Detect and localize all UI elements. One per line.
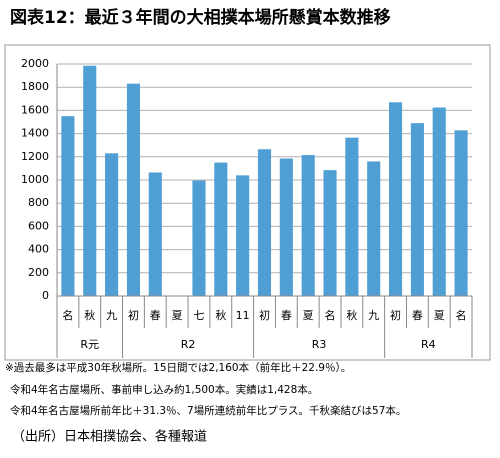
- x-tick-label: 夏: [434, 309, 445, 322]
- source: （出所）日本相撲協会、各種報道: [12, 429, 207, 445]
- group-label: R3: [312, 338, 327, 351]
- x-tick-label: 夏: [303, 309, 314, 322]
- group-label: R4: [421, 338, 436, 351]
- bar: [257, 149, 272, 296]
- bar: [236, 175, 250, 296]
- y-tick-label: 1000: [21, 173, 49, 186]
- y-tick-label: 2000: [21, 57, 49, 70]
- y-tick-label: 0: [42, 289, 49, 302]
- x-tick-label: 春: [150, 309, 161, 322]
- bar: [323, 170, 337, 296]
- x-tick-label: 春: [281, 309, 292, 322]
- bar: [454, 130, 468, 296]
- bar: [214, 162, 228, 296]
- chart-title: 図表12：最近３年間の大相撲本場所懸賞本数推移: [10, 7, 391, 28]
- note: ※過去最多は平成30年秋場所。15日間では2,160本（前年比＋22.9％）。: [5, 361, 351, 374]
- bar: [301, 155, 315, 296]
- x-tick-label: 夏: [172, 309, 183, 322]
- note: 令和4年名古屋場所、事前申し込み約1,500本。実績は1,428本。: [10, 383, 318, 396]
- x-tick-label: 九: [368, 309, 379, 322]
- x-tick-label: 秋: [346, 308, 357, 322]
- x-tick-label: 九: [106, 309, 117, 322]
- x-tick-label: 11: [236, 309, 250, 322]
- x-tick-label: 春: [412, 309, 423, 322]
- chart-frame: [4, 44, 491, 361]
- x-tick-label: 名: [456, 308, 467, 322]
- bar: [367, 161, 381, 296]
- y-tick-label: 1200: [21, 150, 49, 163]
- x-tick-label: 秋: [215, 308, 226, 322]
- bar: [105, 153, 119, 296]
- x-tick-label: 名: [62, 308, 73, 322]
- y-tick-label: 1800: [21, 80, 49, 93]
- y-tick-label: 600: [28, 219, 49, 232]
- y-tick-label: 1400: [21, 127, 49, 140]
- bar: [148, 172, 162, 296]
- bar: [126, 83, 140, 296]
- bar: [410, 123, 424, 296]
- bar: [192, 180, 206, 296]
- bar: [432, 107, 446, 296]
- bar: [345, 137, 359, 296]
- bar: [279, 158, 293, 296]
- bar: [389, 102, 403, 296]
- x-tick-label: 名: [325, 308, 336, 322]
- bar: [61, 116, 75, 296]
- bar: [83, 65, 97, 297]
- y-tick-label: 400: [28, 243, 49, 256]
- x-tick-label: 七: [193, 309, 204, 322]
- x-tick-label: 秋: [84, 308, 95, 322]
- x-tick-label: 初: [390, 308, 401, 322]
- group-label: R元: [80, 338, 99, 351]
- y-tick-label: 1600: [21, 103, 49, 116]
- x-tick-label: 初: [128, 308, 139, 322]
- y-tick-label: 200: [28, 266, 49, 279]
- note: 令和4年名古屋場所前年比＋31.3％、7場所連続前年比プラス。千秋楽結びは57本…: [10, 404, 406, 417]
- y-tick-label: 800: [28, 196, 49, 209]
- x-tick-label: 初: [259, 308, 270, 322]
- group-label: R2: [181, 338, 196, 351]
